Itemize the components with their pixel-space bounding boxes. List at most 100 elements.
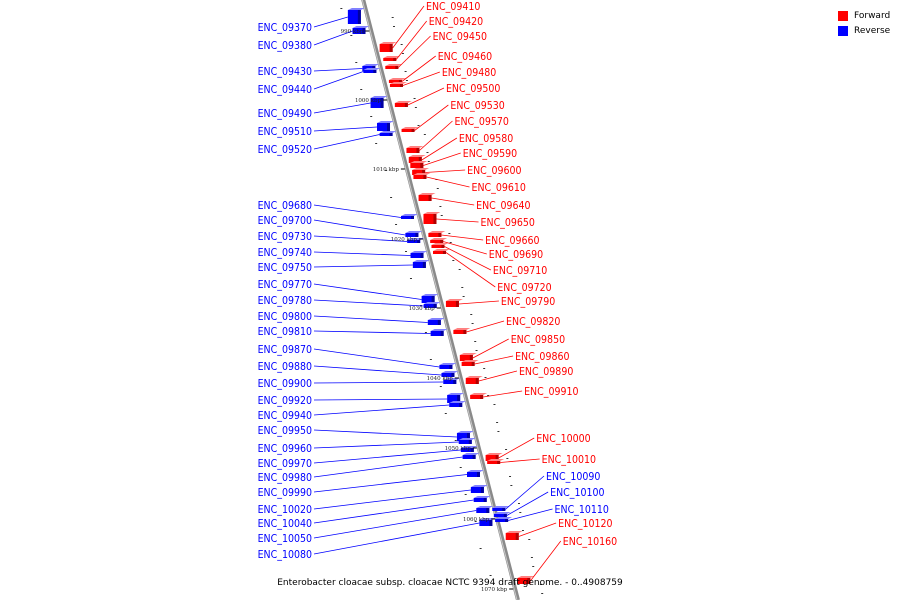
gene-block[interactable] [439,363,457,369]
gene-label[interactable]: ENC_09610 [472,182,526,194]
gene-label[interactable]: ENC_10080 [258,549,312,561]
gene-label[interactable]: ENC_09980 [258,472,312,484]
gene-label[interactable]: ENC_09650 [481,217,535,229]
gene-block[interactable] [388,78,406,83]
gene-block[interactable] [495,517,513,522]
gene-label[interactable]: ENC_09640 [476,200,530,212]
gene-block[interactable] [377,121,395,131]
gene-block[interactable] [445,299,463,307]
gene-block[interactable] [459,353,477,361]
gene-block[interactable] [476,506,494,513]
gene-label[interactable]: ENC_09800 [258,311,312,323]
gene-label[interactable]: ENC_09440 [258,84,312,96]
gene-block[interactable] [492,506,510,511]
gene-label[interactable]: ENC_10050 [258,533,312,545]
gene-label[interactable]: ENC_09480 [442,67,496,79]
gene-block[interactable] [347,8,365,24]
gene-block[interactable] [505,531,523,540]
gene-label[interactable]: ENC_09590 [463,148,517,160]
gene-label[interactable]: ENC_09580 [459,133,513,145]
gene-label[interactable]: ENC_10160 [563,536,617,548]
gene-block[interactable] [405,231,423,237]
gene-block[interactable] [370,96,388,108]
gene-label[interactable]: ENC_10010 [542,454,596,466]
gene-block[interactable] [412,260,430,268]
gene-label[interactable]: ENC_09740 [258,247,312,259]
gene-block[interactable] [456,431,474,441]
gene-block[interactable] [453,328,471,334]
gene-block[interactable] [413,173,431,179]
gene-block[interactable] [379,42,397,52]
gene-block[interactable] [485,453,503,461]
gene-block[interactable] [428,231,446,237]
gene-block[interactable] [441,371,459,377]
gene-label[interactable]: ENC_09820 [506,316,560,328]
gene-block[interactable] [458,438,476,444]
gene-label[interactable]: ENC_10090 [546,471,600,483]
gene-block[interactable] [461,360,479,366]
gene-block[interactable] [470,485,488,493]
gene-label[interactable]: ENC_10000 [536,433,590,445]
gene-block[interactable] [493,512,511,517]
gene-block[interactable] [363,68,381,73]
gene-label[interactable]: ENC_09940 [258,410,312,422]
gene-block[interactable] [421,294,439,303]
gene-label[interactable]: ENC_09460 [438,51,492,63]
gene-label[interactable]: ENC_09790 [501,296,555,308]
gene-label[interactable]: ENC_09870 [258,344,312,356]
gene-label[interactable]: ENC_10020 [258,504,312,516]
gene-block[interactable] [462,453,480,459]
gene-label[interactable]: ENC_09960 [258,443,312,455]
gene-label[interactable]: ENC_09950 [258,425,312,437]
gene-label[interactable]: ENC_09770 [258,279,312,291]
gene-label[interactable]: ENC_09700 [258,215,312,227]
gene-label[interactable]: ENC_09890 [519,366,573,378]
gene-block[interactable] [401,127,419,132]
gene-label[interactable]: ENC_09970 [258,458,312,470]
gene-label[interactable]: ENC_10120 [558,518,612,530]
gene-label[interactable]: ENC_09410 [426,1,480,13]
gene-block[interactable] [389,82,407,87]
gene-block[interactable] [465,376,483,384]
gene-label[interactable]: ENC_09510 [258,126,312,138]
gene-label[interactable]: ENC_09430 [258,66,312,78]
gene-block[interactable] [400,214,418,219]
gene-label[interactable]: ENC_09750 [258,262,312,274]
gene-block[interactable] [470,393,488,399]
gene-label[interactable]: ENC_09910 [524,386,578,398]
gene-block[interactable] [412,168,430,175]
gene-block[interactable] [385,64,403,69]
gene-block[interactable] [410,251,428,258]
gene-block[interactable] [379,131,397,136]
gene-block[interactable] [418,193,436,201]
gene-block[interactable] [449,401,467,407]
gene-block[interactable] [430,329,448,336]
gene-label[interactable]: ENC_09850 [511,334,565,346]
gene-block[interactable] [487,459,505,464]
gene-label[interactable]: ENC_09520 [258,144,312,156]
gene-label[interactable]: ENC_09920 [258,395,312,407]
gene-label[interactable]: ENC_10040 [258,518,312,530]
gene-label[interactable]: ENC_09720 [497,282,551,294]
gene-label[interactable]: ENC_09680 [258,200,312,212]
gene-block[interactable] [423,302,441,308]
gene-block[interactable] [433,249,451,254]
gene-label[interactable]: ENC_09900 [258,378,312,390]
gene-label[interactable]: ENC_09420 [429,16,483,28]
gene-block[interactable] [423,212,441,224]
gene-label[interactable]: ENC_09380 [258,40,312,52]
gene-block[interactable] [410,161,428,168]
gene-block[interactable] [406,146,424,153]
gene-block[interactable] [427,318,445,325]
gene-block[interactable] [394,101,412,107]
gene-label[interactable]: ENC_09660 [485,235,539,247]
gene-block[interactable] [466,470,484,477]
gene-label[interactable]: ENC_09990 [258,487,312,499]
gene-label[interactable]: ENC_09860 [515,351,569,363]
gene-label[interactable]: ENC_09500 [446,83,500,95]
gene-label[interactable]: ENC_09530 [450,100,504,112]
gene-label[interactable]: ENC_09730 [258,231,312,243]
gene-block[interactable] [431,243,449,248]
gene-label[interactable]: ENC_09880 [258,361,312,373]
gene-label[interactable]: ENC_09710 [493,265,547,277]
